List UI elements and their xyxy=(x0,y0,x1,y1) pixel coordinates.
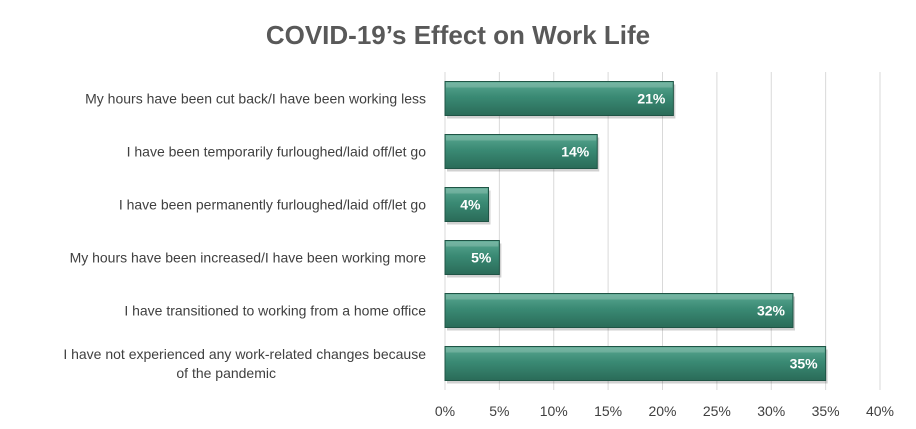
bar xyxy=(444,293,794,328)
bar-data-label: 35% xyxy=(790,356,819,372)
x-tick-label: 15% xyxy=(594,403,622,419)
bar xyxy=(444,134,598,169)
category-labels: My hours have been cut back/I have been … xyxy=(63,91,426,382)
x-axis-tick-labels: 0% 5% 10% 15% 20% 25% 30% 35% 40% xyxy=(435,403,894,419)
category-label-line: My hours have been cut back/I have been … xyxy=(85,91,426,107)
x-tick-label: 25% xyxy=(703,403,731,419)
x-tick-label: 35% xyxy=(812,403,840,419)
gridlines xyxy=(444,72,881,390)
bar xyxy=(444,346,827,381)
category-label: My hours have been increased/I have been… xyxy=(70,250,427,266)
category-label-line: of the pandemic xyxy=(176,365,276,381)
bar-data-label: 4% xyxy=(460,197,481,213)
bar xyxy=(444,240,500,275)
category-label: My hours have been cut back/I have been … xyxy=(85,91,426,107)
category-label: I have been temporarily furloughed/laid … xyxy=(127,144,427,160)
x-tick-label: 10% xyxy=(540,403,568,419)
category-label-line: I have not experienced any work-related … xyxy=(63,346,426,362)
x-tick-label: 30% xyxy=(757,403,785,419)
bars: 21% 14% 4% 5% 32% 35% xyxy=(444,81,828,384)
bar-data-label: 32% xyxy=(757,303,786,319)
chart-title: COVID-19’s Effect on Work Life xyxy=(266,20,650,50)
category-label: I have been permanently furloughed/laid … xyxy=(119,197,426,213)
x-tick-label: 20% xyxy=(648,403,676,419)
bar xyxy=(444,187,489,222)
bar-data-label: 5% xyxy=(471,250,492,266)
bar-data-label: 14% xyxy=(561,144,590,160)
category-label-line: I have been permanently furloughed/laid … xyxy=(119,197,426,213)
bar-highlight xyxy=(446,135,597,141)
x-tick-label: 40% xyxy=(866,403,894,419)
x-tick-label: 0% xyxy=(435,403,455,419)
bar-highlight xyxy=(446,82,673,88)
x-tick-label: 5% xyxy=(489,403,509,419)
category-label-line: I have been temporarily furloughed/laid … xyxy=(127,144,427,160)
bar-highlight xyxy=(446,188,488,194)
bar-highlight xyxy=(446,294,792,300)
bar-highlight xyxy=(446,241,499,247)
category-label: I have not experienced any work-related … xyxy=(63,346,426,381)
bar-highlight xyxy=(446,347,825,353)
category-label-line: I have transitioned to working from a ho… xyxy=(124,303,426,319)
bar xyxy=(444,81,674,116)
category-label: I have transitioned to working from a ho… xyxy=(124,303,426,319)
category-label-line: My hours have been increased/I have been… xyxy=(70,250,427,266)
bar-data-label: 21% xyxy=(637,91,666,107)
